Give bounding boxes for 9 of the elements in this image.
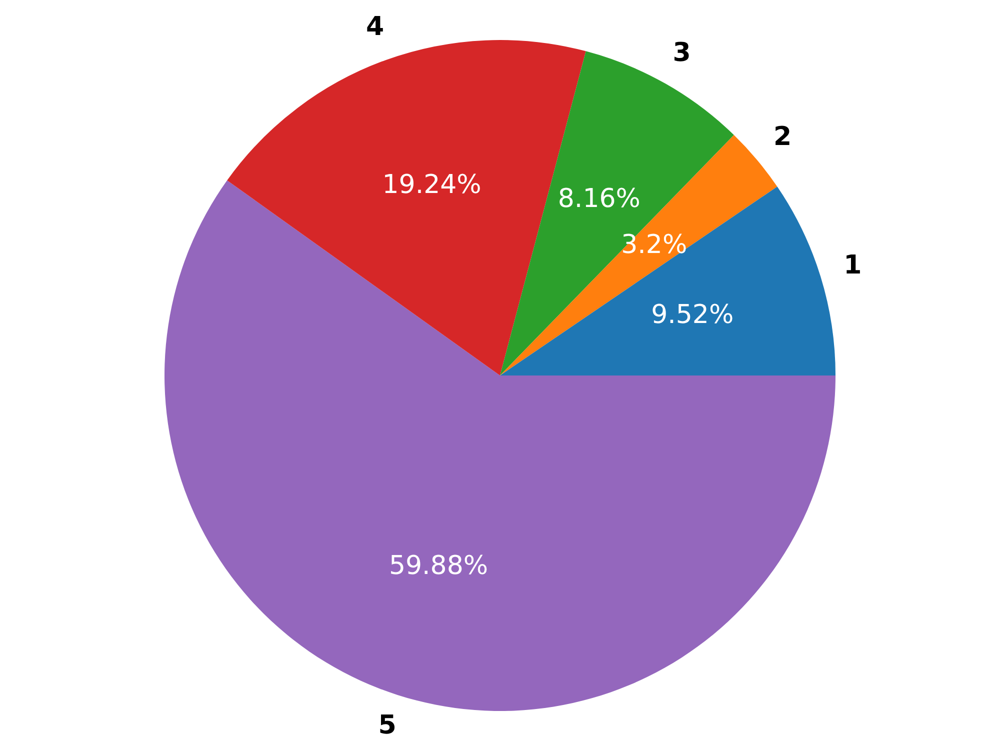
data-label: 8.16%: [558, 184, 640, 214]
slice-label: 3: [672, 38, 691, 68]
slice-label: 5: [378, 710, 396, 741]
data-label: 59.88%: [388, 550, 488, 581]
slice-label: 1: [844, 250, 862, 281]
data-label: 9.52%: [651, 300, 734, 330]
data-label: 19.24%: [382, 170, 482, 200]
slice-label: 4: [366, 12, 384, 42]
slice-label: 2: [774, 122, 792, 152]
